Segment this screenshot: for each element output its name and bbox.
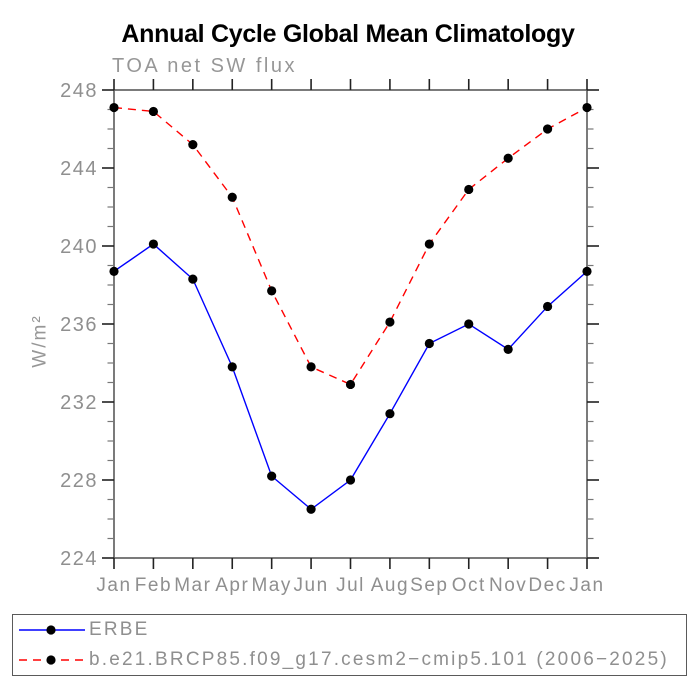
series-0-marker bbox=[424, 338, 434, 349]
y-tick-label: 240 bbox=[60, 236, 98, 258]
x-tick-label: Feb bbox=[135, 575, 172, 596]
x-tick-label: Oct bbox=[452, 575, 486, 596]
series-0-marker bbox=[267, 471, 277, 481]
x-tick-label: Apr bbox=[215, 575, 249, 596]
series-1-marker bbox=[109, 102, 119, 113]
series-1-marker bbox=[385, 317, 395, 327]
series-1-marker bbox=[345, 379, 356, 390]
series-1-marker bbox=[267, 286, 277, 296]
legend-entry-erbe: ERBE bbox=[13, 616, 686, 644]
x-tick-label: Aug bbox=[371, 575, 409, 596]
series-0-marker bbox=[464, 319, 474, 329]
y-tick-label: 232 bbox=[60, 392, 98, 414]
series-0-marker bbox=[109, 266, 119, 276]
series-1-marker bbox=[464, 184, 474, 195]
series-1-marker bbox=[582, 102, 592, 113]
y-tick-label: 244 bbox=[60, 158, 98, 180]
x-tick-label: Jul bbox=[336, 575, 365, 596]
series-0-marker bbox=[542, 301, 553, 312]
erbe-marker-icon bbox=[46, 625, 56, 635]
x-tick-label: May bbox=[251, 575, 291, 596]
x-tick-label: Jan bbox=[569, 575, 604, 596]
series-0-marker bbox=[582, 266, 592, 276]
series-1-marker bbox=[542, 124, 553, 134]
series-1-marker bbox=[188, 140, 198, 150]
model-line-swatch bbox=[19, 655, 85, 665]
y-tick-label: 228 bbox=[60, 470, 98, 492]
chart-subtitle: TOA net SW flux bbox=[112, 55, 297, 77]
legend-label-erbe: ERBE bbox=[89, 619, 150, 641]
legend-entry-model: b.e21.BRCP85.f09_g17.cesm2−cmip5.101 (20… bbox=[13, 646, 686, 674]
y-tick-label: 248 bbox=[60, 80, 98, 102]
x-tick-label: Jun bbox=[294, 575, 329, 596]
legend-box: ERBE b.e21.BRCP85.f09_g17.cesm2−cmip5.10… bbox=[12, 614, 687, 676]
series-0-marker bbox=[188, 274, 198, 284]
model-marker-icon bbox=[46, 655, 56, 665]
series-0-marker bbox=[385, 409, 395, 419]
x-tick-label: Nov bbox=[489, 575, 527, 596]
series-1-marker bbox=[503, 153, 513, 163]
series-1-marker bbox=[424, 239, 434, 249]
y-tick-label: 236 bbox=[60, 314, 98, 336]
series-line-0 bbox=[113, 243, 588, 511]
series-1-marker bbox=[306, 362, 316, 372]
legend-label-model: b.e21.BRCP85.f09_g17.cesm2−cmip5.101 (20… bbox=[89, 648, 669, 670]
x-tick-label: Sep bbox=[410, 575, 448, 596]
series-0-marker bbox=[306, 504, 316, 514]
series-0-marker bbox=[345, 475, 356, 485]
x-tick-label: Dec bbox=[528, 575, 566, 596]
x-tick-label: Jan bbox=[96, 575, 131, 596]
erbe-line-swatch bbox=[19, 625, 85, 635]
y-tick-label: 224 bbox=[60, 548, 98, 570]
series-line-1 bbox=[113, 106, 588, 386]
series-0-marker bbox=[148, 239, 159, 249]
chart-title: Annual Cycle Global Mean Climatology bbox=[121, 20, 575, 48]
x-tick-label: Mar bbox=[174, 575, 211, 596]
series-0-marker bbox=[227, 362, 237, 372]
plot-box bbox=[113, 89, 588, 559]
series-1-marker bbox=[148, 106, 159, 117]
series-1-marker bbox=[227, 192, 237, 202]
series-0-marker bbox=[503, 344, 513, 354]
